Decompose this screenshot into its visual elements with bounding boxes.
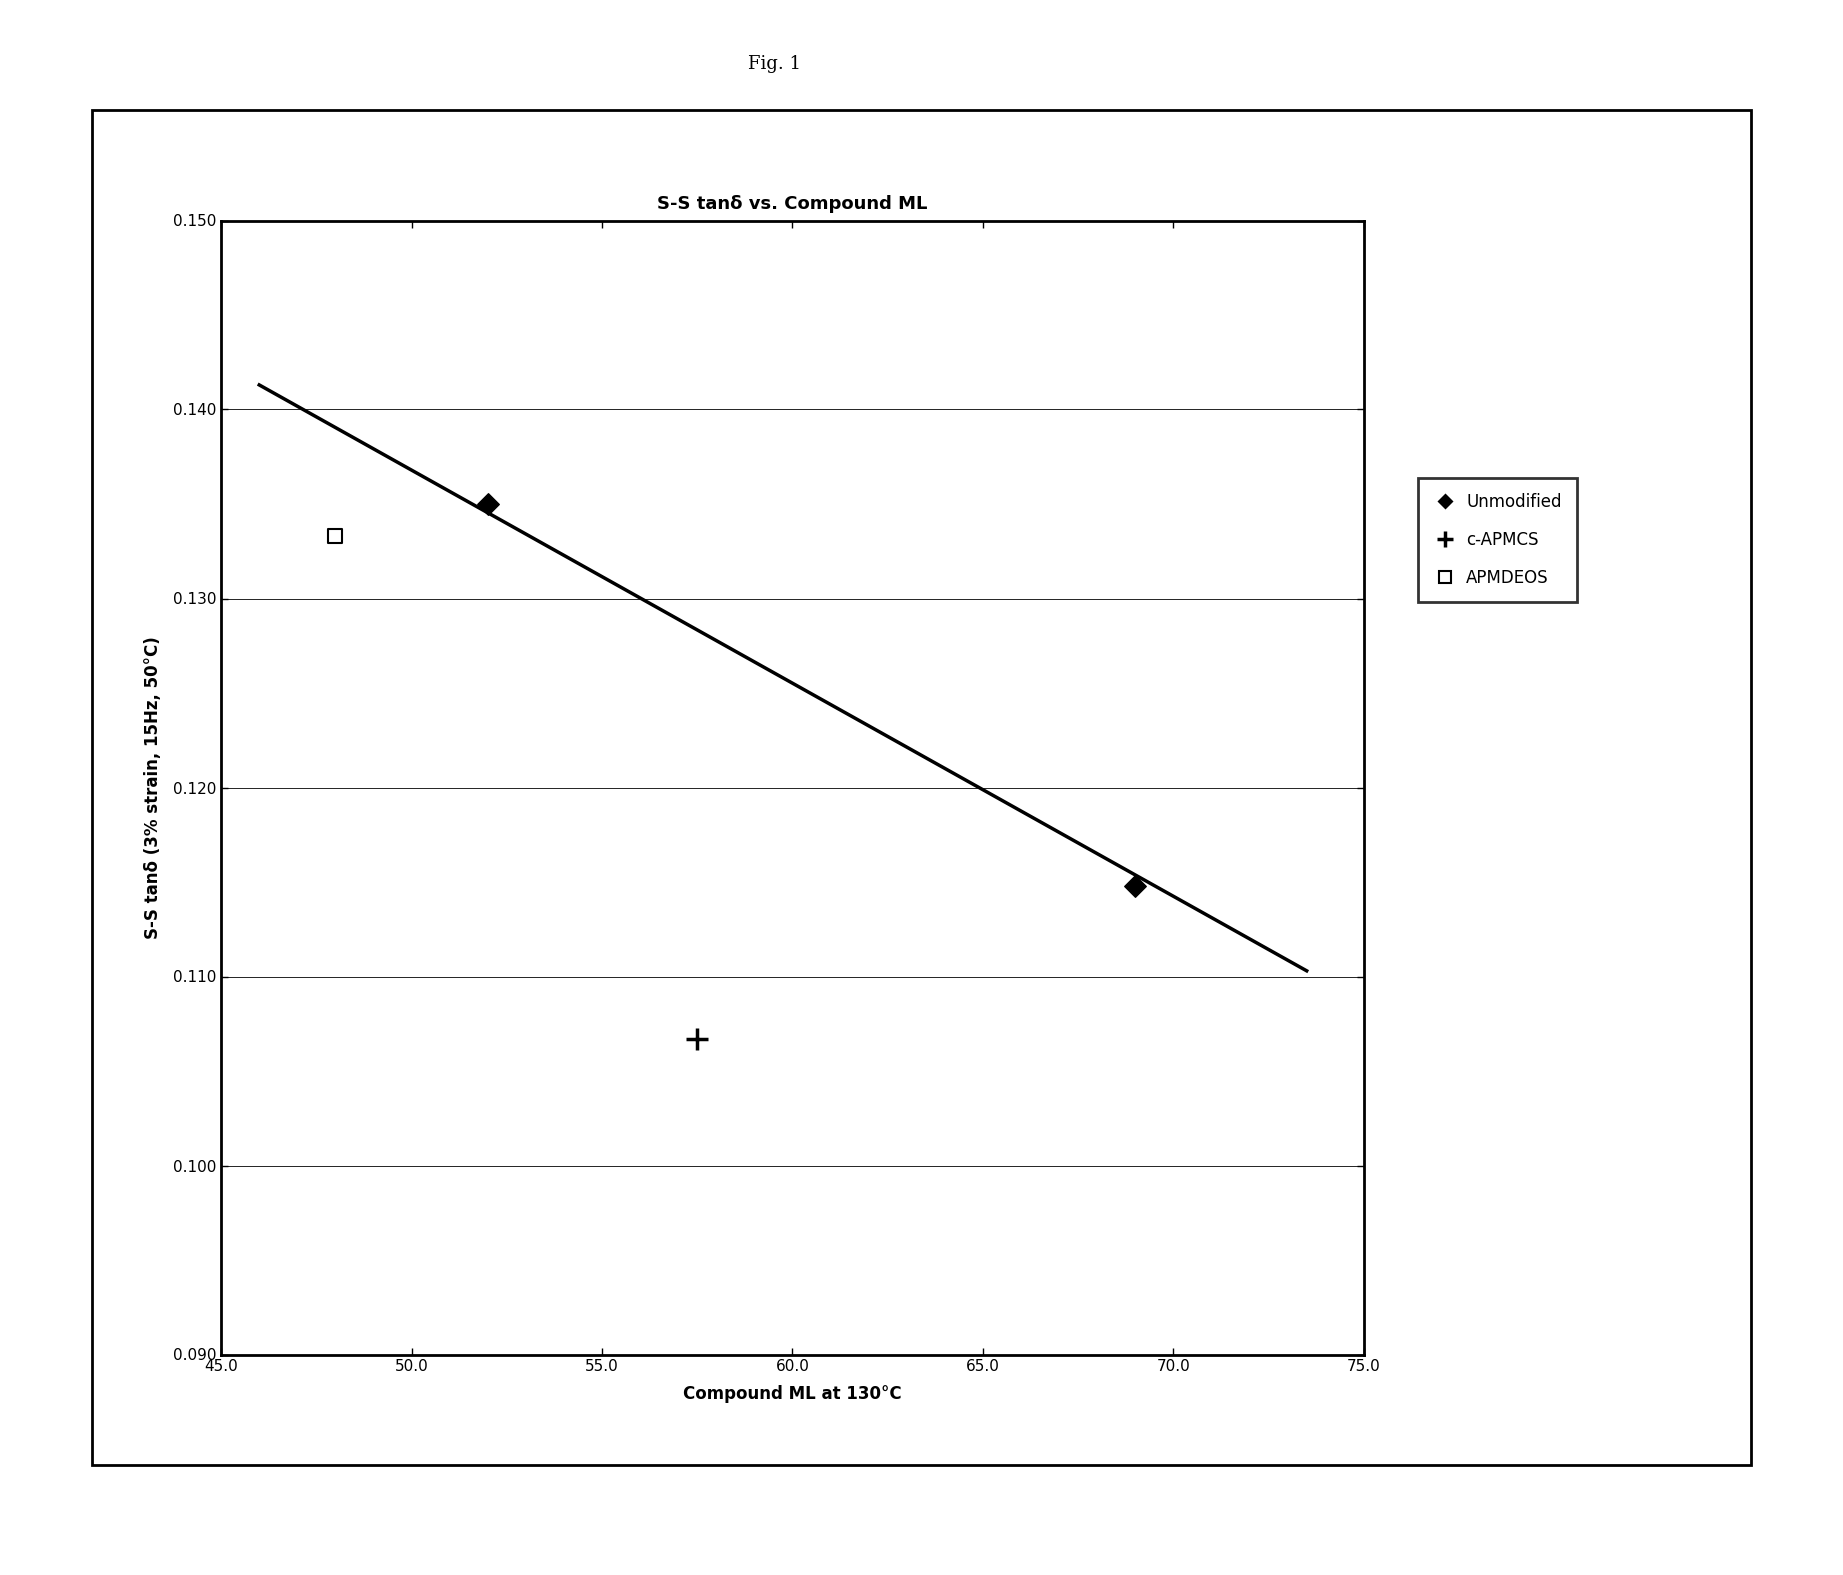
X-axis label: Compound ML at 130°C: Compound ML at 130°C (684, 1386, 901, 1403)
APMDEOS (321, 523, 350, 548)
Title: S-S tanδ vs. Compound ML: S-S tanδ vs. Compound ML (658, 195, 927, 213)
c-APMCS (682, 1027, 711, 1052)
Unmodified (474, 491, 503, 517)
Y-axis label: S-S tanδ (3% strain, 15Hz, 50°C): S-S tanδ (3% strain, 15Hz, 50°C) (144, 636, 162, 939)
Legend: Unmodified, c-APMCS, APMDEOS: Unmodified, c-APMCS, APMDEOS (1417, 479, 1578, 602)
Text: Fig. 1: Fig. 1 (748, 55, 800, 72)
Unmodified (1121, 873, 1150, 898)
